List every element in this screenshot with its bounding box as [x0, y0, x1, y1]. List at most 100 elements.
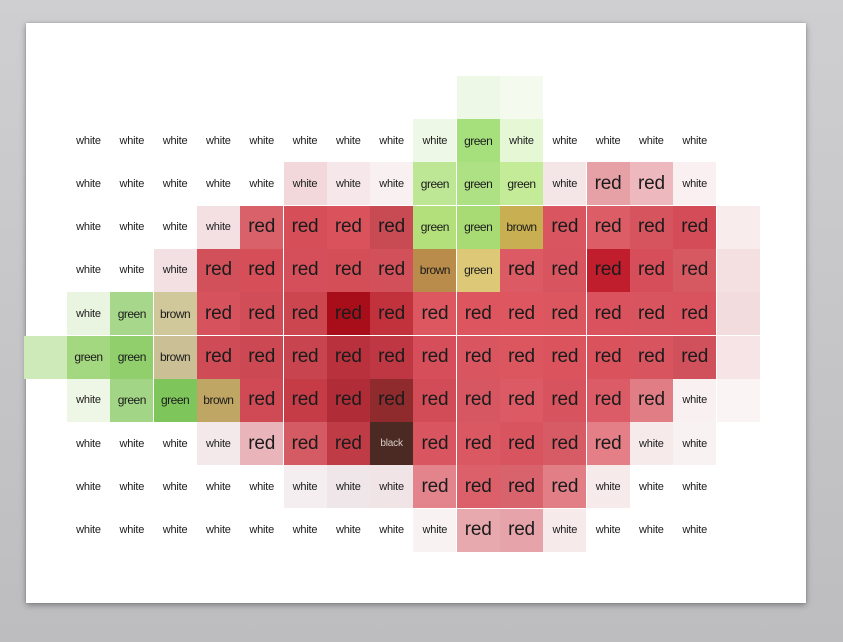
grid-cell-white: white [586, 119, 630, 162]
blur-halo [716, 205, 760, 249]
grid-cell-green: green [110, 378, 154, 422]
grid-cell-red: red [543, 205, 587, 249]
grid-cell-red: red [456, 378, 500, 422]
grid-cell-white: white [153, 248, 197, 292]
grid-cell-white: white [629, 508, 673, 552]
grid-cell-white: white [543, 119, 587, 162]
grid-cell-red: red [283, 205, 327, 249]
grid-cell-red: red [500, 248, 543, 292]
grid-cell-white: white [67, 508, 110, 552]
grid-cell-white: white [543, 508, 587, 552]
grid-cell-white: white [240, 465, 284, 509]
grid-cell-red: red [500, 378, 543, 422]
grid-cell-white: white [110, 465, 154, 509]
grid-cell-red: red [240, 422, 284, 466]
grid-cell-red: red [586, 378, 630, 422]
grid-cell-white: white [673, 508, 717, 552]
grid-cell-white: white [500, 119, 543, 162]
grid-cell-red: red [543, 248, 587, 292]
grid-cell-red: red [586, 422, 630, 466]
grid-cell-white: white [240, 508, 284, 552]
grid-cell-white: white [67, 119, 110, 162]
grid-cell-red: red [543, 465, 587, 509]
grid-cell-red: red [500, 335, 543, 379]
grid-cell-white: white [67, 248, 110, 292]
grid-cell-white: white [629, 465, 673, 509]
blur-halo [500, 75, 543, 119]
grid-cell-white: white [370, 508, 414, 552]
blur-halo [23, 335, 67, 379]
grid-cell-green: green [413, 162, 457, 206]
grid-cell-red: red [326, 205, 370, 249]
grid-cell-white: white [413, 119, 457, 162]
grid-cell-green: green [456, 119, 500, 162]
grid-cell-red: red [586, 205, 630, 249]
grid-cell-white: white [67, 292, 110, 336]
grid-cell-red: red [629, 292, 673, 336]
blur-halo [456, 75, 500, 119]
grid-cell-white: white [110, 119, 154, 162]
grid-cell-white: white [196, 162, 240, 206]
grid-cell-white: white [673, 422, 717, 466]
grid-cell-green: green [110, 292, 154, 336]
grid-cell-red: red [240, 248, 284, 292]
grid-cell-white: white [586, 465, 630, 509]
grid-cell-red: red [413, 378, 457, 422]
grid-cell-red: red [586, 248, 630, 292]
grid-cell-white: white [326, 465, 370, 509]
grid-cell-white: white [196, 465, 240, 509]
grid-cell-red: red [500, 422, 543, 466]
grid-cell-white: white [67, 422, 110, 466]
grid-cell-white: white [110, 162, 154, 206]
grid-cell-red: red [413, 335, 457, 379]
grid-cell-white: white [326, 119, 370, 162]
grid-cell-brown: brown [196, 378, 240, 422]
grid-cell-white: white [370, 465, 414, 509]
grid-cell-red: red [370, 335, 414, 379]
grid-cell-red: red [370, 248, 414, 292]
grid-cell-red: red [500, 465, 543, 509]
grid-cell-red: red [673, 205, 717, 249]
grid-cell-green: green [456, 162, 500, 206]
grid-cell-red: red [240, 205, 284, 249]
grid-cell-red: red [673, 292, 717, 336]
grid-cell-green: green [413, 205, 457, 249]
grid-cell-brown: brown [500, 205, 543, 249]
grid-cell-red: red [283, 335, 327, 379]
grid-cell-white: white [110, 508, 154, 552]
grid-cell-red: red [326, 248, 370, 292]
grid-cell-white: white [67, 162, 110, 206]
grid-cell-brown: brown [153, 292, 197, 336]
grid-cell-red: red [500, 292, 543, 336]
grid-cell-red: red [326, 378, 370, 422]
grid-cell-red: red [629, 205, 673, 249]
grid-cell-red: red [240, 335, 284, 379]
grid-cell-brown: brown [413, 248, 457, 292]
grid-cell-white: white [110, 248, 154, 292]
grid-cell-red: red [586, 162, 630, 206]
grid-cell-red: red [629, 248, 673, 292]
grid-cell-white: white [153, 205, 197, 249]
grid-cell-white: white [283, 162, 327, 206]
grid-cell-red: red [370, 292, 414, 336]
grid-cell-white: white [67, 465, 110, 509]
grid-cell-white: white [196, 508, 240, 552]
grid-cell-white: white [283, 119, 327, 162]
grid-cell-red: red [283, 248, 327, 292]
grid-cell-red: red [283, 292, 327, 336]
grid-cell-red: red [543, 335, 587, 379]
grid-cell-red: red [413, 292, 457, 336]
grid-cell-red: red [370, 378, 414, 422]
grid-cell-white: white [240, 162, 284, 206]
grid-cell-red: red [196, 292, 240, 336]
grid-cell-red: red [629, 335, 673, 379]
grid-cell-white: white [153, 508, 197, 552]
grid-cell-white: white [673, 119, 717, 162]
grid-cell-red: red [196, 335, 240, 379]
grid-cell-brown: brown [153, 335, 197, 379]
grid-cell-red: red [543, 292, 587, 336]
grid-cell-red: red [283, 422, 327, 466]
grid-cell-red: red [543, 378, 587, 422]
grid-cell-white: white [67, 378, 110, 422]
grid-cell-white: white [67, 205, 110, 249]
